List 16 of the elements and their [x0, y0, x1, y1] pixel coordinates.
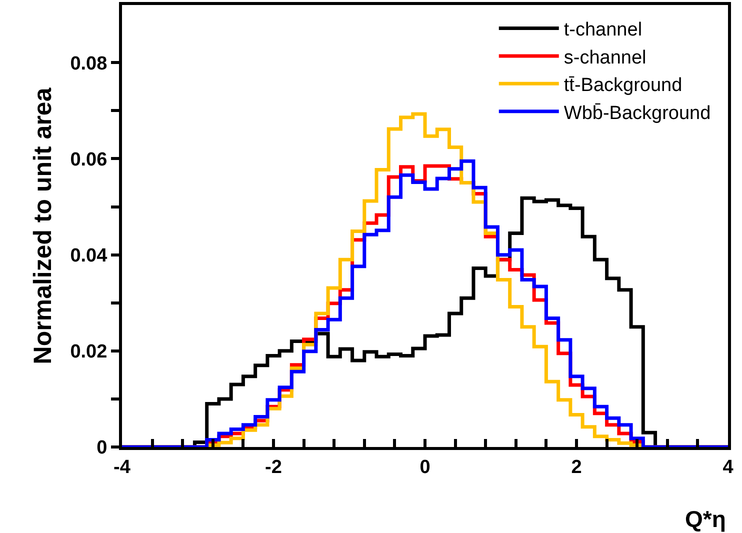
y-tick-label: 0.08	[70, 53, 108, 74]
y-tick-label: 0.02	[70, 342, 108, 363]
legend-label: tt̄-Background	[564, 75, 682, 96]
legend-label: t-channel	[564, 20, 642, 41]
x-tick-label: 0	[420, 456, 430, 478]
legend-label: Wbb̄-Background	[564, 102, 711, 124]
x-tick-label: 4	[722, 456, 734, 478]
y-tick-label: 0.04	[70, 245, 108, 266]
x-tick-label: 2	[571, 456, 582, 478]
y-axis-title: Normalized to unit area	[28, 86, 57, 364]
x-axis-title: Q*η	[685, 506, 726, 532]
legend-label: s-channel	[564, 47, 646, 68]
y-tick-label: 0	[96, 438, 108, 459]
y-tick-label: 0.06	[70, 149, 108, 170]
x-tick-label: -2	[265, 456, 282, 478]
x-tick-label: -4	[114, 456, 131, 478]
